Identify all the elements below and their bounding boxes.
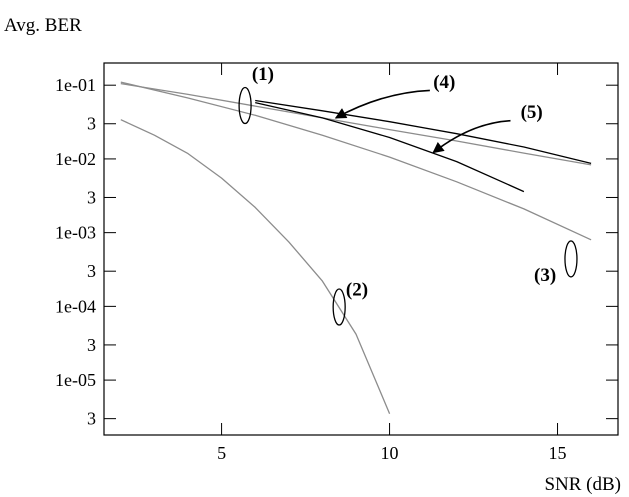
annotation-ellipse-2 (332, 288, 346, 326)
series-line-3 (120, 81, 592, 241)
x-axis: 5 10 15 (217, 63, 567, 463)
y-tick-label: 3 (87, 187, 96, 207)
series-line-1 (120, 82, 592, 166)
y-tick-label: 1e-04 (55, 296, 96, 316)
plot-frame (103, 62, 619, 436)
annotation-label-1: (1) (252, 64, 274, 85)
annotation-arrow-5 (432, 119, 511, 154)
y-tick-label: 1e-02 (55, 149, 96, 169)
annotation-ellipse-3 (564, 240, 578, 278)
y-tick-label: 3 (87, 335, 96, 355)
x-tick-label: 5 (217, 443, 226, 463)
y-tick-label: 3 (87, 409, 96, 429)
x-tick-label: 15 (549, 443, 567, 463)
y-tick-label: 3 (87, 114, 96, 134)
y-tick-label: 1e-03 (55, 223, 96, 243)
annotation-ellipse-1 (238, 86, 252, 125)
annotation-label-3: (3) (534, 265, 556, 286)
y-tick-label: 1e-01 (55, 75, 96, 95)
x-tick-label: 10 (381, 443, 399, 463)
x-axis-title: SNR (dB) (544, 474, 621, 495)
series-layer (120, 81, 592, 414)
y-axis: 1e-01 3 1e-02 3 1e-03 3 1e-04 3 1e-05 3 (55, 75, 618, 429)
annotation-label-4: (4) (433, 72, 455, 93)
annotation-label-5: (5) (521, 102, 543, 123)
annotation-label-2: (2) (346, 280, 368, 301)
y-axis-title: Avg. BER (4, 15, 82, 36)
series-line-2 (120, 119, 391, 414)
annotation-arrow-4 (334, 89, 430, 119)
annotation-layer: (1) (2) (3) (4) (5) (238, 64, 578, 326)
y-tick-label: 3 (87, 261, 96, 281)
series-line-5 (255, 101, 525, 193)
y-tick-label: 1e-05 (55, 370, 96, 390)
series-line-4 (255, 99, 592, 165)
